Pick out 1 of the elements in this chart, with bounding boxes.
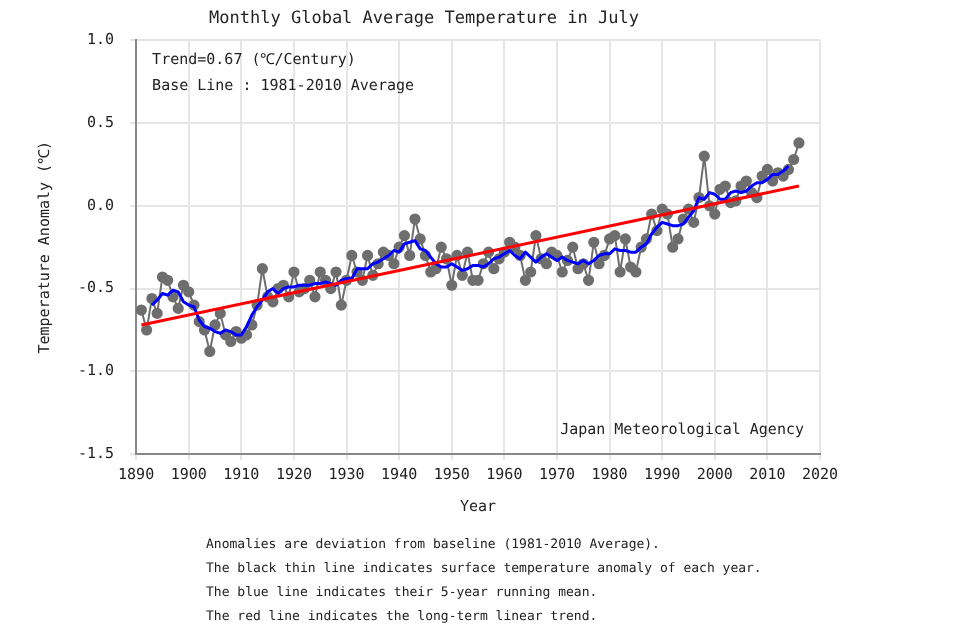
chart-title: Monthly Global Average Temperature in July	[209, 8, 639, 29]
